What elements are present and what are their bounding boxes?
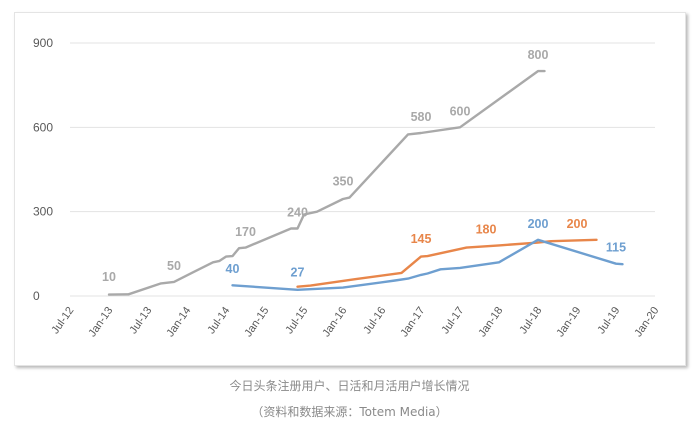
data-label: 200 [528,217,549,231]
x-tick-label: Jul-16 [361,305,388,336]
x-tick-label: Jan-19 [554,305,583,339]
data-label: 50 [167,259,181,273]
data-label: 27 [291,265,305,279]
x-tick-label: Jan-16 [320,305,349,339]
x-tick-label: Jan-18 [476,305,505,339]
data-label: 200 [567,217,588,231]
chart-source: （资料和数据来源：Totem Media） [251,405,448,419]
x-tick-label: Jul-13 [127,305,154,336]
x-tick-label: Jan-17 [398,305,427,339]
y-tick-label: 600 [33,120,53,134]
growth-line-chart: 0 300 600 900 Jul-12 Jan-13 Jul-13 Jan-14 Jul-14… [33,36,661,339]
x-tick-label: Jul-18 [517,305,544,336]
x-tick-label: Jul-12 [49,305,76,336]
data-label: 350 [333,175,354,189]
data-label: 600 [450,104,471,118]
x-tick-label: Jan-13 [86,305,115,339]
x-tick-label: Jan-20 [632,305,661,339]
x-tick-label: Jul-14 [205,305,232,336]
chart-frame: 0 300 600 900 Jul-12 Jan-13 Jul-13 Jan-14 Jul-14… [14,12,686,366]
data-label: 40 [226,262,240,276]
data-label: 10 [102,270,116,284]
x-tick-label: Jan-15 [242,305,271,339]
series-line-3 [231,238,624,291]
y-tick-label: 0 [33,289,40,303]
y-tick-label: 300 [33,205,53,219]
data-label: 145 [411,232,432,246]
x-tick-label: Jan-14 [164,305,193,339]
x-tick-label: Jul-19 [595,305,622,336]
x-tick-label: Jul-15 [283,305,310,336]
data-label: 180 [476,222,497,236]
series-line-2 [296,238,598,288]
data-label: 240 [287,206,308,220]
data-label: 170 [235,225,256,239]
chart-caption: 今日头条注册用户、日活和月活用户增长情况 [229,379,470,393]
data-label: 580 [411,110,432,124]
data-label: 115 [606,241,626,255]
series-line-1 [107,69,546,296]
y-tick-label: 900 [33,36,53,50]
data-label: 800 [528,48,549,62]
x-tick-label: Jul-17 [439,305,466,336]
